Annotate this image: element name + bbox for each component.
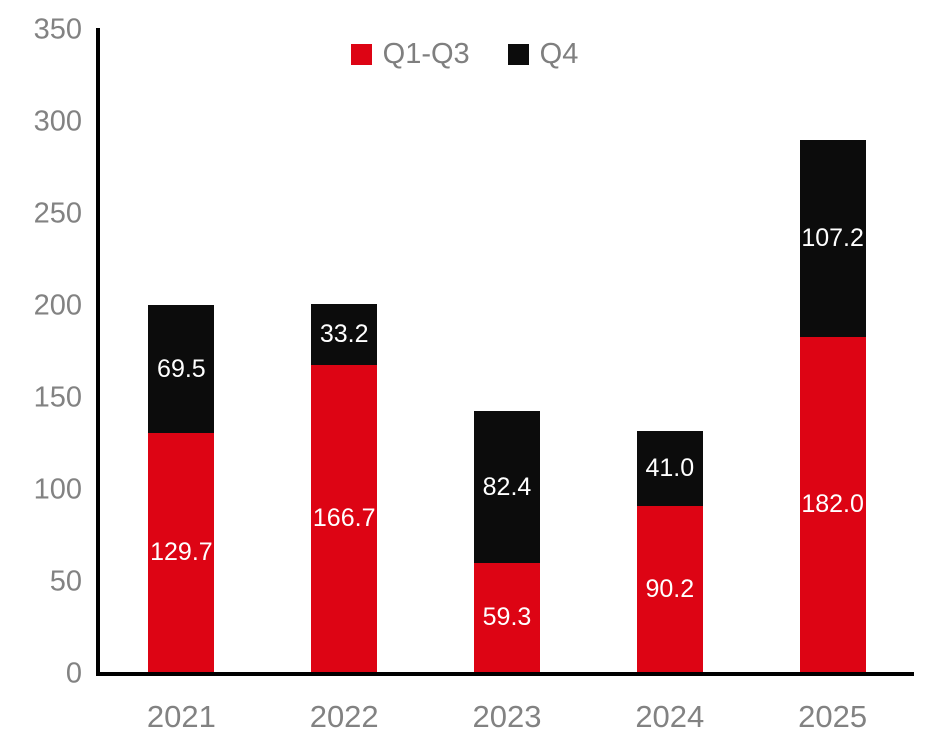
y-axis-tick-label: 50	[49, 565, 82, 598]
bar-segment-q1-q3-2022: 166.7	[311, 365, 378, 672]
bar-stack-2021: 69.5 129.7	[148, 305, 215, 672]
bar-stack-2024: 41.0 90.2	[636, 430, 703, 672]
x-axis-tick-label: 2024	[635, 699, 705, 734]
legend-item-q4: Q4	[507, 38, 579, 70]
y-axis-tick-label: 350	[33, 13, 82, 46]
bar-stack-2023: 82.4 59.3	[474, 411, 540, 672]
y-axis-tick-label: 300	[33, 105, 82, 138]
bar-segment-q4-2023: 82.4	[474, 411, 540, 563]
x-axis-tick-label: 2025	[798, 699, 868, 734]
bar-stack-2022: 33.2 166.7	[311, 304, 378, 672]
bar-segment-q1-q3-2021: 129.7	[148, 433, 215, 672]
legend-label-q4: Q4	[539, 38, 579, 70]
legend-item-q1-q3: Q1-Q3	[350, 38, 470, 70]
legend: Q1-Q3 Q4	[0, 40, 929, 69]
bar-segment-q1-q3-2024: 90.2	[636, 506, 703, 672]
bar-value-label: 41.0	[645, 453, 695, 482]
x-axis: 2021 2022 2023 2024 2025	[100, 701, 914, 741]
bar-stack-2025: 107.2 182.0	[799, 139, 866, 672]
bar-value-label: 129.7	[150, 538, 213, 567]
y-axis-tick-label: 100	[33, 473, 82, 506]
y-axis-tick-label: 0	[65, 657, 82, 690]
bar-value-label: 33.2	[319, 320, 369, 349]
bar-value-label: 90.2	[645, 574, 695, 603]
bar-segment-q4-2024: 41.0	[636, 430, 703, 507]
legend-swatch-q1-q3-icon	[350, 44, 372, 65]
legend-label-q1-q3: Q1-Q3	[382, 38, 470, 70]
bar-value-label: 82.4	[482, 472, 532, 501]
y-axis-tick-label: 200	[33, 289, 82, 322]
y-axis-tick-label: 150	[33, 381, 82, 414]
x-axis-tick-label: 2021	[146, 699, 216, 734]
bar-value-label: 107.2	[801, 224, 864, 252]
bar-segment-q1-q3-2025: 182.0	[799, 337, 866, 672]
legend-swatch-q4-icon	[507, 44, 529, 65]
bar-segment-q4-2025: 107.2	[799, 139, 866, 338]
bar-value-label: 59.3	[482, 602, 532, 631]
bar-segment-q4-2021: 69.5	[148, 305, 215, 434]
bar-value-label: 182.0	[801, 490, 864, 519]
bar-value-label: 166.7	[312, 504, 376, 533]
plot-area: 69.5 129.7 33.2 166.7 82.4 59.3 41.0 90.2 107.2 1…	[96, 28, 914, 676]
bar-segment-q1-q3-2023: 59.3	[474, 562, 540, 672]
bar-segment-q4-2022: 33.2	[311, 304, 378, 366]
y-axis: 0 50 100 150 200 250 300 350	[0, 15, 86, 688]
bar-value-label: 69.5	[157, 354, 206, 383]
x-axis-tick-label: 2022	[309, 699, 379, 734]
y-axis-tick-label: 250	[33, 197, 82, 230]
x-axis-tick-label: 2023	[472, 699, 542, 734]
